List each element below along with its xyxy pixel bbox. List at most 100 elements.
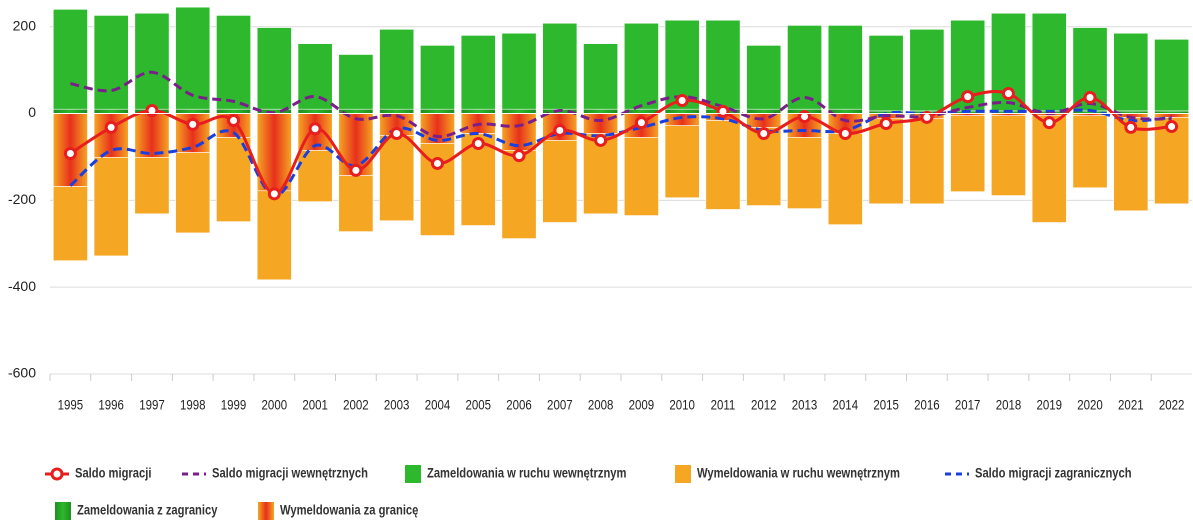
bar — [827, 25, 863, 110]
bar — [93, 157, 129, 257]
x-tick-label: 2011 — [711, 397, 736, 413]
bar — [93, 108, 129, 114]
bar — [501, 108, 537, 114]
x-tick-label: 2021 — [1118, 397, 1144, 413]
legend-label: Wymeldowania za granicę — [280, 503, 418, 518]
point — [390, 126, 404, 140]
point — [349, 163, 363, 177]
x-tick-label: 2004 — [425, 397, 451, 413]
bar — [623, 137, 659, 216]
bar — [787, 137, 822, 209]
bar — [175, 108, 211, 114]
x-tick-label: 2017 — [955, 397, 981, 413]
bar — [175, 152, 211, 234]
bar — [746, 127, 782, 206]
point — [512, 149, 526, 163]
bar — [950, 115, 986, 192]
bar — [52, 9, 88, 110]
point — [104, 120, 118, 134]
legend-label: Wymeldowania w ruchu wewnętrznym — [697, 466, 900, 481]
point — [1124, 120, 1138, 134]
point — [1001, 87, 1015, 101]
x-tick-label: 1995 — [58, 397, 84, 413]
point — [471, 136, 485, 150]
line — [69, 108, 1172, 198]
bar — [787, 25, 822, 110]
x-tick-label: 2015 — [873, 397, 899, 413]
point — [675, 94, 689, 108]
bar — [623, 22, 659, 110]
bar — [297, 108, 333, 114]
point — [920, 110, 934, 124]
point — [838, 126, 852, 140]
bar — [583, 43, 619, 110]
x-tick-label: 2014 — [833, 397, 859, 413]
point — [879, 117, 893, 131]
x-tick-label: 2009 — [629, 397, 655, 413]
bar — [134, 113, 170, 158]
bar — [746, 45, 782, 110]
bar — [746, 113, 782, 128]
bar — [256, 27, 292, 110]
bar — [134, 12, 170, 110]
y-tick-label: -200 — [8, 191, 36, 207]
bar — [868, 35, 904, 112]
bar — [868, 118, 904, 205]
bar — [1072, 115, 1108, 189]
point — [1083, 90, 1097, 104]
legend-label: Saldo migracji zagranicznych — [975, 466, 1132, 481]
point — [757, 126, 771, 140]
x-tick-label: 2008 — [588, 397, 614, 413]
x-tick-label: 2019 — [1036, 397, 1062, 413]
bar — [664, 125, 700, 199]
point — [267, 187, 281, 201]
line — [70, 70, 1172, 139]
bar — [379, 108, 415, 114]
legend-label: Zameldowania z zagranicy — [77, 503, 217, 518]
bar — [256, 190, 292, 281]
bar — [1031, 12, 1067, 112]
point — [1165, 120, 1179, 134]
x-tick-label: 2012 — [751, 397, 777, 413]
bar — [338, 54, 374, 110]
bar — [991, 115, 1026, 196]
bar — [216, 15, 251, 110]
bar — [1154, 113, 1190, 118]
bar — [909, 29, 945, 112]
point — [227, 113, 241, 127]
bar — [297, 43, 333, 110]
x-tick-label: 2006 — [506, 397, 532, 413]
point — [553, 123, 567, 137]
bar — [501, 32, 537, 110]
legend-label: Saldo migracji — [75, 466, 151, 481]
bar — [909, 118, 945, 205]
y-tick-label: 0 — [28, 104, 36, 120]
legend-swatch — [258, 502, 274, 520]
point — [1042, 116, 1056, 130]
bar — [827, 133, 863, 225]
x-tick-label: 1996 — [98, 397, 124, 413]
point — [716, 104, 730, 118]
x-tick-label: 2013 — [792, 397, 818, 413]
point — [961, 90, 975, 104]
x-tick-label: 2003 — [384, 397, 410, 413]
bar — [1113, 32, 1149, 112]
x-tick-label: 2020 — [1077, 397, 1103, 413]
x-tick-label: 2002 — [343, 397, 369, 413]
point — [634, 116, 648, 130]
bar — [297, 150, 333, 202]
point — [594, 133, 608, 147]
bar — [501, 150, 537, 239]
legend-swatch — [675, 465, 691, 483]
x-tick-label: 2005 — [465, 397, 491, 413]
legend-swatch — [55, 502, 71, 520]
bar — [52, 186, 88, 261]
bar — [664, 108, 700, 114]
bar — [460, 108, 496, 114]
bar — [216, 137, 251, 222]
point — [798, 110, 812, 124]
legend-label: Saldo migracji wewnętrznych — [212, 466, 368, 481]
x-tick-label: 2000 — [262, 397, 288, 413]
bar — [542, 140, 578, 223]
